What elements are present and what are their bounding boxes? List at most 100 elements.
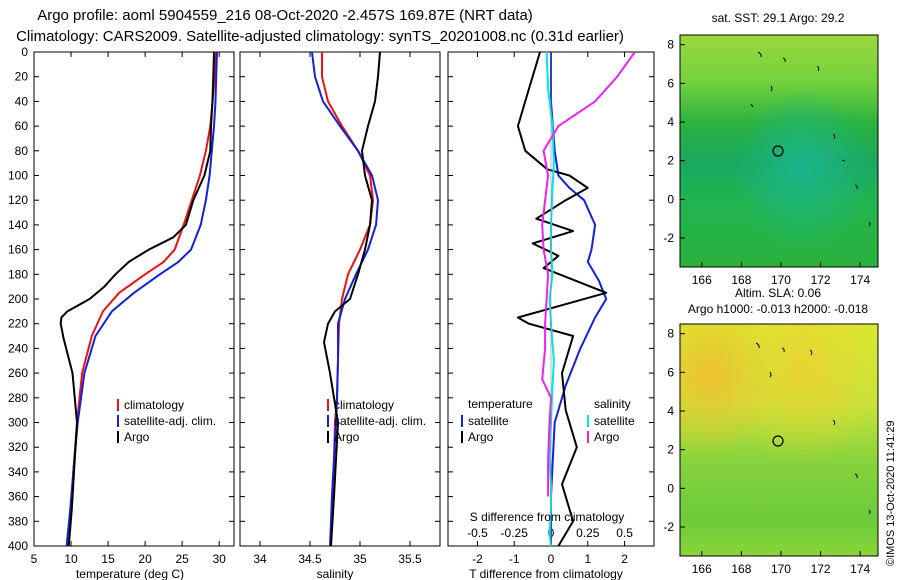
legend-climatology: climatology <box>334 398 394 412</box>
salinity-x-label: salinity <box>317 567 354 580</box>
legend-temp-argo: Argo <box>468 430 494 444</box>
map-y-tick-label: 8 <box>667 38 674 52</box>
depth-axis: 0 20 40 60 80 100 120 140 160 180 200 220 240 260 280 3… <box>8 45 654 553</box>
map-y-tick-label: 0 <box>667 481 674 495</box>
temperature-panel-frame <box>33 51 235 547</box>
legend-temp-satellite: satellite <box>468 414 509 428</box>
x-tick-label: 15 <box>101 552 115 566</box>
legend-argo: Argo <box>124 430 150 444</box>
depth-tick-label: 20 <box>15 70 29 84</box>
map-x-tick-label: 168 <box>731 562 751 576</box>
s-difference-label: S difference from climatology <box>470 510 625 524</box>
depth-tick-label: 160 <box>8 243 28 257</box>
sst-map-title: sat. SST: 29.1 Argo: 29.2 <box>712 11 845 25</box>
top-tick-label: -0.25 <box>501 526 529 540</box>
map-y-tick-label: 2 <box>667 154 674 168</box>
series-line-argo <box>323 51 381 547</box>
map-y-tick-label: 2 <box>667 443 674 457</box>
depth-tick-label: 320 <box>8 440 28 454</box>
salinity-series <box>311 51 381 547</box>
depth-tick-label: 220 <box>8 317 28 331</box>
temperature-legend: climatology satellite-adj. clim. Argo <box>117 398 216 444</box>
legend-argo: Argo <box>334 430 360 444</box>
map-x-tick-label: 168 <box>731 273 751 287</box>
legend-temperature-heading: temperature <box>468 397 533 411</box>
figure-title-line2: Climatology: CARS2009. Satellite-adjuste… <box>16 28 624 45</box>
difference-legend-salinity: salinity satellite Argo <box>587 397 635 444</box>
map-x-tick-label: 166 <box>692 273 712 287</box>
x-tick-label: 0 <box>548 552 555 566</box>
x-tick-label: -2 <box>472 552 483 566</box>
legend-salinity-heading: salinity <box>594 397 631 411</box>
map-x-tick-label: 170 <box>771 273 791 287</box>
legend-sal-satellite: satellite <box>594 414 635 428</box>
top-tick-label: -0.5 <box>467 526 488 540</box>
sst-map <box>679 34 879 268</box>
depth-tick-label: 400 <box>8 539 28 553</box>
difference-legend-temperature: temperature satellite Argo <box>461 397 533 444</box>
salinity-panel-frame <box>239 51 441 547</box>
x-tick-label: 20 <box>138 552 152 566</box>
sst-warm-patch <box>680 35 878 267</box>
depth-tick-label: 140 <box>8 218 28 232</box>
series-line-salinity-argo <box>541 51 636 497</box>
x-tick-label: 30 <box>213 552 227 566</box>
legend-climatology: climatology <box>124 398 184 412</box>
map-y-tick-label: 6 <box>667 365 674 379</box>
temperature-series <box>59 51 218 547</box>
sla-high-patch-2 <box>680 324 878 556</box>
depth-tick-label: 100 <box>8 169 28 183</box>
t-difference-x-label: T difference from climatology <box>469 567 623 580</box>
x-tick-label: 35.5 <box>398 552 422 566</box>
map-y-tick-label: -2 <box>663 520 674 534</box>
depth-tick-label: 200 <box>8 292 28 306</box>
depth-tick-label: 40 <box>15 94 29 108</box>
depth-tick-label: 340 <box>8 465 28 479</box>
sla-map-title-1: Altim. SLA: 0.06 <box>735 286 821 300</box>
s-difference-x-axis: -0.5 -0.25 0 0.25 0.5 <box>467 526 633 540</box>
legend-satellite-adj: satellite-adj. clim. <box>334 414 426 428</box>
x-tick-label: 25 <box>175 552 189 566</box>
x-tick-label: 2 <box>621 552 628 566</box>
map-x-tick-label: 174 <box>850 273 870 287</box>
depth-tick-label: 280 <box>8 391 28 405</box>
temperature-x-label: temperature (deg C) <box>76 567 184 580</box>
x-tick-label: 35 <box>353 552 367 566</box>
depth-tick-label: 380 <box>8 514 28 528</box>
difference-series <box>516 51 636 547</box>
figure-title-line1: Argo profile: aoml 5904559_216 08-Oct-20… <box>37 7 533 24</box>
map-x-tick-label: 174 <box>850 562 870 576</box>
top-tick-label: 0.5 <box>616 526 633 540</box>
map-x-tick-label: 172 <box>811 562 831 576</box>
sla-map-axes: 166 168 170 172 174 8 6 4 2 0 -2 <box>663 327 870 576</box>
map-y-tick-label: 0 <box>667 192 674 206</box>
x-tick-label: 1 <box>584 552 591 566</box>
map-x-tick-label: 172 <box>811 273 831 287</box>
sst-frame <box>679 34 879 268</box>
x-tick-label: -1 <box>509 552 520 566</box>
sst-island-outlines <box>750 51 871 227</box>
depth-tick-label: 120 <box>8 193 28 207</box>
map-y-tick-label: 4 <box>667 115 674 129</box>
legend-satellite-adj: satellite-adj. clim. <box>124 414 216 428</box>
map-x-tick-label: 166 <box>692 562 712 576</box>
map-y-tick-label: 4 <box>667 404 674 418</box>
t-difference-x-axis: -2 -1 0 1 2 <box>472 52 628 566</box>
depth-tick-label: 240 <box>8 341 28 355</box>
depth-tick-label: 80 <box>15 144 29 158</box>
map-y-tick-label: 6 <box>667 76 674 90</box>
copyright-timestamp: ©IMOS 13-Oct-2020 11:41:29 <box>885 421 897 566</box>
top-tick-label: 0.25 <box>576 526 600 540</box>
depth-tick-label: 180 <box>8 267 28 281</box>
x-tick-label: 34 <box>253 552 267 566</box>
x-tick-label: 5 <box>31 552 38 566</box>
sst-map-axes: 166 168 170 172 174 8 6 4 2 0 -2 <box>663 38 870 287</box>
depth-tick-label: 260 <box>8 366 28 380</box>
x-tick-label: 10 <box>64 552 78 566</box>
depth-tick-label: 60 <box>15 119 29 133</box>
map-x-tick-label: 170 <box>771 562 791 576</box>
map-y-tick-label: -2 <box>663 231 674 245</box>
temperature-x-axis: 5 10 15 20 25 30 <box>31 52 227 566</box>
sst-argo-marker <box>772 145 784 157</box>
